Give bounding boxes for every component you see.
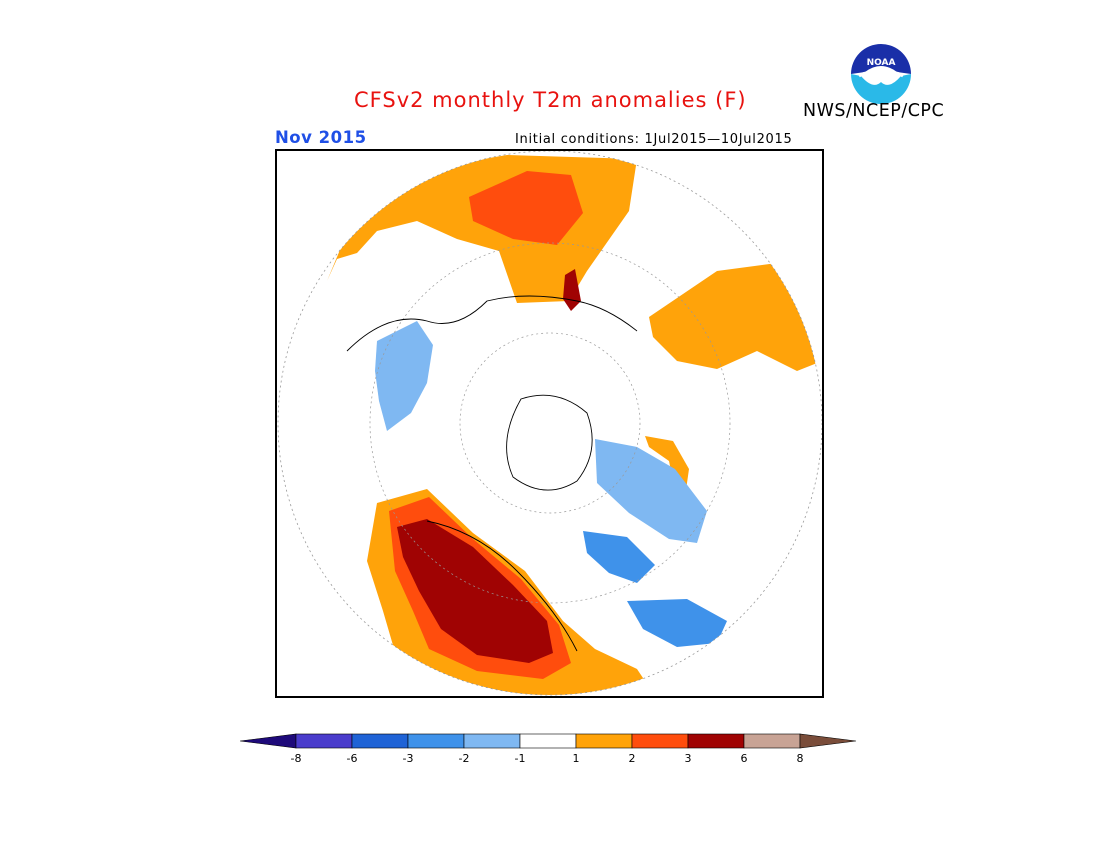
org-label: NWS/NCEP/CPC bbox=[803, 101, 945, 121]
month-label: Nov 2015 bbox=[275, 128, 367, 147]
anomaly-region-canada-core bbox=[397, 519, 553, 663]
legend-swatch--1_to_1 bbox=[519, 733, 577, 749]
legend-swatch-3_to_6 bbox=[687, 733, 745, 749]
map-title: CFSv2 monthly T2m anomalies (F) bbox=[354, 88, 747, 112]
legend-swatch-2_to_3 bbox=[631, 733, 689, 749]
legend-swatch--2_to_-1 bbox=[463, 733, 521, 749]
legend-tick-label: 6 bbox=[741, 752, 748, 765]
legend-arrow-high bbox=[799, 733, 857, 749]
anomaly-region-siberia-cold bbox=[375, 321, 433, 431]
legend-tick-label: -1 bbox=[515, 752, 526, 765]
legend-tick-label: 2 bbox=[629, 752, 636, 765]
anomaly-region-labrador-cold bbox=[627, 599, 727, 647]
legend-arrow-low bbox=[239, 733, 297, 749]
initial-conditions-label: Initial conditions: 1Jul2015—10Jul2015 bbox=[515, 132, 793, 147]
polar-map bbox=[275, 149, 824, 698]
noaa-logo-icon: NOAA bbox=[849, 42, 913, 106]
anomaly-region-europe bbox=[649, 263, 822, 371]
legend-tick-label: 8 bbox=[797, 752, 804, 765]
anomaly-region-siberia bbox=[327, 155, 637, 303]
color-legend: -8 -6 -3 -2 -1 1 2 3 6 8 bbox=[239, 730, 862, 770]
anomaly-region-siberia-core bbox=[469, 171, 583, 245]
legend-swatch--6_to_-3 bbox=[351, 733, 409, 749]
legend-tick-label: -6 bbox=[347, 752, 358, 765]
legend-tick-label: -8 bbox=[291, 752, 302, 765]
legend-swatch--3_to_-2 bbox=[407, 733, 465, 749]
legend-tick-label: -3 bbox=[403, 752, 414, 765]
anomaly-region-hudson-cold bbox=[583, 531, 655, 583]
legend-tick-label: 3 bbox=[685, 752, 692, 765]
legend-tick-label: -2 bbox=[459, 752, 470, 765]
legend-swatch-6_to_8 bbox=[743, 733, 801, 749]
legend-swatch--8_to_-6 bbox=[295, 733, 353, 749]
anomaly-region-greenland-cold bbox=[595, 439, 707, 543]
legend-swatch-1_to_2 bbox=[575, 733, 633, 749]
noaa-logo-text: NOAA bbox=[867, 58, 896, 68]
legend-tick-label: 1 bbox=[573, 752, 580, 765]
